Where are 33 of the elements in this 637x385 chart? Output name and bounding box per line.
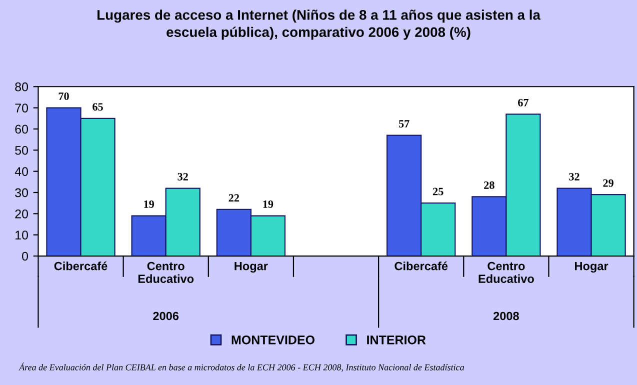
x-tick-label: Cibercafé — [394, 261, 448, 270]
data-label: 28 — [484, 181, 494, 189]
x-tick-label: Centro Educativo — [138, 262, 194, 283]
legend-label: INTERIOR — [367, 335, 426, 344]
x-tick-label: Centro Educativo — [478, 262, 534, 283]
x-tick-label: Hogar — [234, 262, 268, 273]
y-tick-label: 30 — [15, 188, 28, 198]
data-label: 65 — [92, 103, 103, 111]
data-label: 29 — [603, 179, 614, 187]
y-tick-label: 80 — [15, 82, 28, 92]
x-tick-label: Hogar — [575, 262, 608, 273]
text: 2006 — [153, 312, 179, 320]
data-label: 32 — [569, 172, 580, 180]
text: Área de Evaluación del Plan CEIBAL en base a microdatos de la ECH 2006 - ECH 2008, Instituto Nacional de Estadística — [18, 362, 464, 372]
data-label: 22 — [228, 194, 239, 202]
data-label: 70 — [58, 92, 69, 100]
data-label: 57 — [398, 120, 410, 128]
data-label: 19 — [144, 200, 154, 208]
data-label: 32 — [178, 172, 188, 180]
y-tick-label: 60 — [15, 124, 28, 134]
text: 2008 — [493, 312, 519, 320]
chart-title: Lugares de acceso a Internet (Niños de 8 a 11 años que asisten a la escuela pública), comparativo 2006 y 2008 (%) — [98, 10, 541, 40]
data-label: 67 — [518, 98, 528, 106]
y-tick-label: 70 — [15, 104, 28, 112]
data-label: 19 — [263, 200, 274, 208]
y-tick-label: 40 — [14, 167, 28, 176]
x-tick-label: Cibercafé — [54, 261, 108, 270]
y-tick-label: 0 — [22, 252, 28, 261]
data-label: 25 — [433, 188, 444, 196]
legend-label: MONTEVIDEO — [232, 335, 315, 344]
y-tick-label: 10 — [16, 230, 28, 240]
y-tick-label: 20 — [15, 209, 28, 218]
y-tick-label: 50 — [15, 146, 28, 155]
